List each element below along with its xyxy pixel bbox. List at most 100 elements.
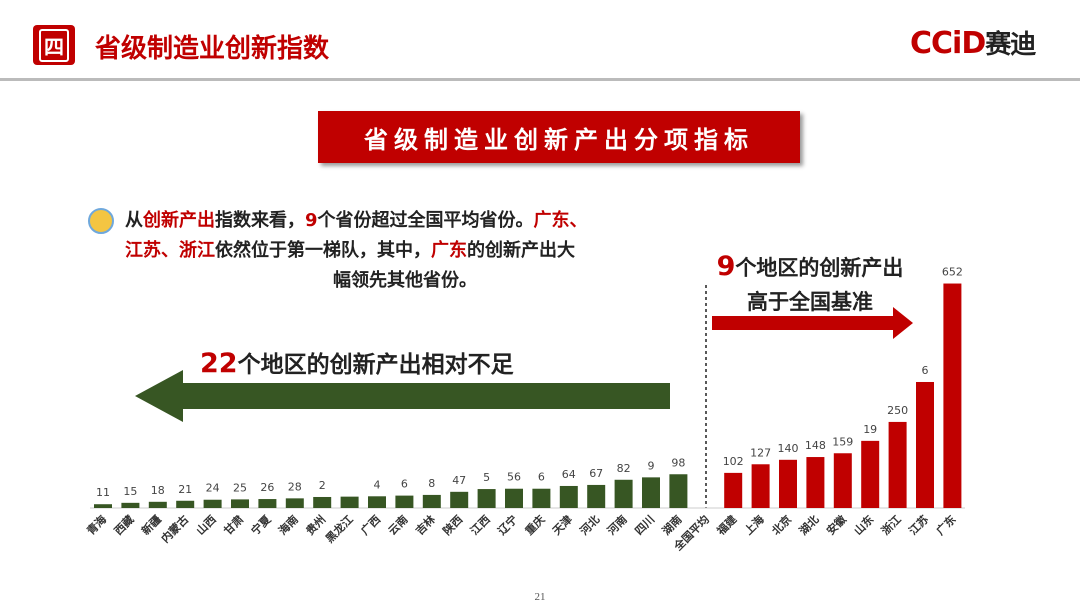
value-label: 250 — [887, 404, 908, 417]
x-tick-label: 广东 — [933, 512, 958, 537]
x-tick-label: 宁夏 — [248, 512, 274, 538]
x-tick-label: 吉林 — [412, 512, 437, 537]
bar — [395, 495, 414, 508]
value-label: 652 — [942, 266, 963, 279]
text-segment: 个省份超过全国平均省份。 — [317, 210, 534, 231]
banner: 省级制造业创新产出分项指标 — [318, 111, 800, 163]
text-segment: 创新产出 — [143, 210, 215, 231]
note: 从创新产出指数来看，9个省份超过全国平均省份。广东、江苏、浙江依然位于第一梯队，… — [125, 206, 685, 296]
value-label: 21 — [178, 483, 192, 496]
text-segment: 从 — [125, 210, 143, 231]
bar — [943, 283, 962, 508]
bar — [313, 496, 332, 508]
x-tick-label: 江苏 — [906, 512, 931, 537]
bulb-icon — [88, 208, 114, 234]
bar — [94, 504, 112, 508]
text-line: 高于全国基准 — [700, 285, 920, 319]
text-line: 从创新产出指数来看，9个省份超过全国平均省份。广东、 — [125, 206, 685, 236]
x-tick-label: 甘肃 — [221, 512, 246, 537]
x-tick-label: 黑龙江 — [322, 512, 355, 545]
x-tick-label: 云南 — [385, 512, 410, 537]
value-label: 64 — [562, 468, 576, 481]
logo: CCiD赛迪 — [910, 24, 1036, 61]
x-tick-label: 安徽 — [823, 512, 849, 538]
bar — [833, 453, 852, 508]
bar — [806, 457, 825, 508]
text-segment: 依然位于第一梯队，其中， — [215, 240, 431, 261]
bar — [614, 479, 633, 508]
text-segment: 高于全国基准 — [747, 290, 873, 314]
value-label: 2 — [319, 479, 326, 492]
value-label: 56 — [507, 471, 521, 484]
x-tick-label: 广西 — [358, 512, 383, 537]
badge: 四 — [33, 25, 75, 65]
text-line: 幅领先其他省份。 — [125, 266, 685, 296]
bar — [888, 421, 907, 508]
value-label: 8 — [428, 477, 435, 490]
value-label: 18 — [151, 484, 165, 497]
bar — [422, 494, 441, 508]
value-label: 11 — [96, 486, 110, 499]
bar — [176, 500, 195, 508]
value-label: 9 — [648, 459, 655, 472]
x-tick-label: 江西 — [467, 512, 492, 537]
bar — [340, 496, 359, 508]
x-tick-label: 辽宁 — [495, 512, 520, 537]
bar — [861, 440, 880, 508]
bar — [669, 474, 688, 508]
value-label: 25 — [233, 481, 247, 494]
x-tick-label: 上海 — [741, 512, 766, 537]
value-label: 15 — [123, 485, 137, 498]
value-label: 19 — [863, 423, 877, 436]
value-label: 159 — [832, 435, 853, 448]
page-number: 21 — [535, 591, 546, 603]
text-segment: 指数来看， — [215, 210, 305, 231]
arrow-left — [135, 370, 670, 422]
arrow-right — [712, 307, 913, 339]
above-note: 9个地区的创新产出高于全国基准 — [700, 250, 920, 319]
x-tick-label: 福建 — [713, 512, 740, 539]
x-tick-label: 四川 — [632, 513, 657, 538]
x-tick-label: 河南 — [604, 512, 629, 537]
bar — [587, 484, 606, 508]
text-segment: 9 — [716, 251, 736, 282]
value-label: 127 — [750, 446, 771, 459]
value-label: 102 — [723, 455, 744, 468]
value-label: 67 — [589, 467, 603, 480]
logo-main: CCiD — [910, 26, 986, 61]
text-segment: 的创新产出大 — [467, 240, 575, 261]
bar — [779, 459, 797, 508]
value-label: 6 — [922, 364, 929, 377]
x-tick-label: 陕西 — [440, 512, 465, 537]
bar — [450, 491, 469, 508]
x-tick-label: 河北 — [577, 512, 602, 537]
x-tick-label: 湖北 — [796, 512, 821, 537]
x-tick-label: 西藏 — [111, 512, 136, 537]
x-tick-label: 北京 — [769, 512, 794, 537]
x-tick-label: 天津 — [549, 512, 574, 537]
x-tick-label: 浙江 — [878, 512, 903, 537]
bar — [477, 489, 496, 508]
value-label: 148 — [805, 439, 826, 452]
bar — [231, 499, 249, 508]
value-label: 26 — [260, 481, 274, 494]
x-tick-label: 青海 — [84, 512, 109, 537]
x-tick-label: 内蒙古 — [158, 512, 191, 545]
header-rule — [0, 78, 1080, 81]
value-label: 140 — [778, 442, 799, 455]
value-label: 82 — [617, 462, 631, 475]
bar — [505, 488, 523, 508]
text-segment: 个地区的创新产出 — [735, 256, 904, 280]
bar — [121, 502, 140, 508]
text-segment: 个地区的创新产出相对不足 — [237, 352, 514, 378]
bar — [724, 472, 743, 508]
bar — [285, 498, 304, 508]
text-segment: 江苏、浙江 — [125, 240, 215, 261]
bar — [532, 488, 551, 508]
header-title: 省级制造业创新指数 — [95, 34, 330, 64]
bar — [258, 499, 277, 508]
bar — [642, 477, 660, 508]
bar — [203, 499, 222, 508]
